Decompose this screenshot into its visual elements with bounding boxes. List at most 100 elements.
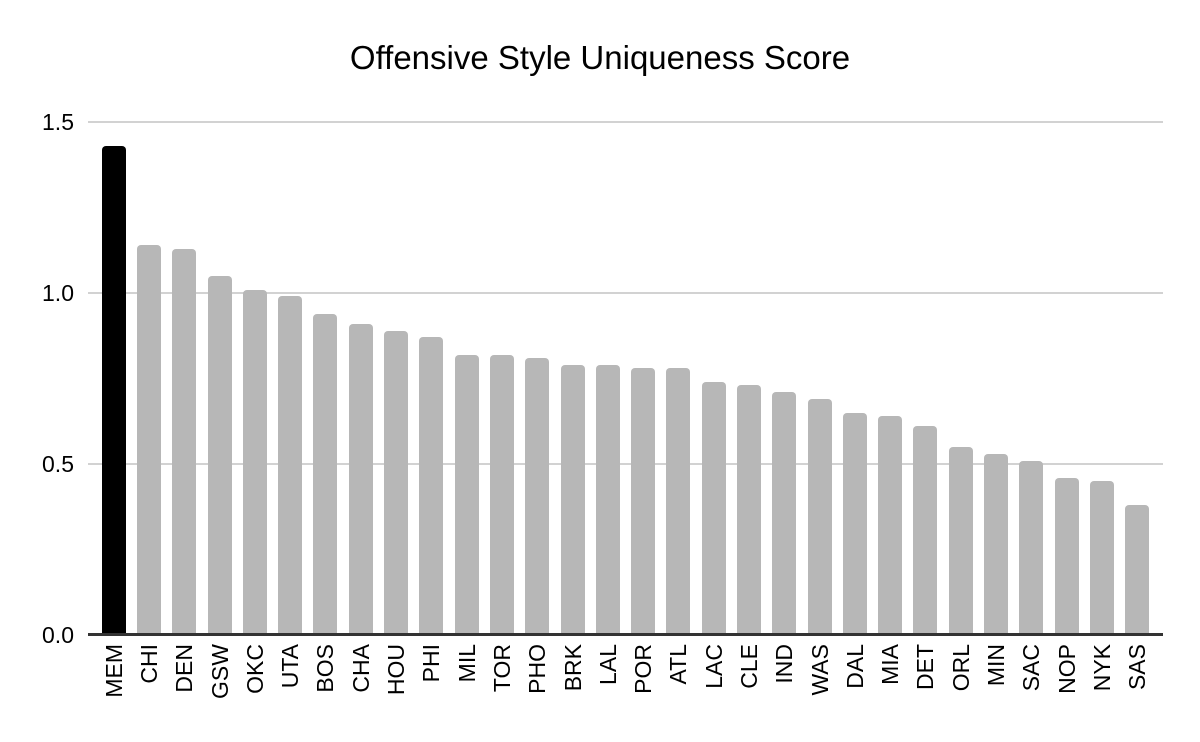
bar-cell-LAL: LAL	[590, 122, 625, 685]
bar-cell-OKC: OKC	[237, 122, 272, 694]
bar-cell-SAC: SAC	[1014, 122, 1049, 691]
x-tick-label-WAS: WAS	[806, 644, 833, 696]
bar-cell-MEM: MEM	[96, 122, 131, 698]
bar-cell-LAC: LAC	[696, 122, 731, 689]
x-tick-label-GSW: GSW	[206, 644, 233, 699]
bar-cell-CHI: CHI	[131, 122, 166, 684]
plot-area: MEM CHI DEN GSW OKC UTA BOS CHA HOU PHI MIL TOR PHO B…	[88, 121, 1163, 699]
bar-cell-HOU: HOU	[378, 122, 413, 695]
bar-PHI	[419, 337, 444, 635]
bar-cell-CLE: CLE	[731, 122, 766, 689]
x-tick-label-POR: POR	[630, 644, 657, 694]
x-tick-label-MIA: MIA	[877, 644, 904, 685]
x-tick-label-MEM: MEM	[100, 644, 127, 698]
bar-cell-DET: DET	[908, 122, 943, 690]
x-tick-label-NOP: NOP	[1053, 644, 1080, 694]
x-tick-label-TOR: TOR	[488, 644, 515, 693]
bar-NOP	[1054, 477, 1079, 635]
bar-DAL	[842, 412, 867, 635]
bar-OKC	[242, 289, 267, 635]
bar-PHO	[525, 357, 550, 635]
bar-cell-MIL: MIL	[449, 122, 484, 682]
bar-cell-POR: POR	[625, 122, 660, 694]
bar-cell-ORL: ORL	[943, 122, 978, 691]
x-tick-label-HOU: HOU	[383, 644, 410, 696]
bar-MIA	[878, 416, 903, 635]
y-tick-label-1.5: 1.5	[42, 109, 74, 135]
x-tick-label-OKC: OKC	[241, 644, 268, 694]
bar-ATL	[666, 368, 691, 635]
x-tick-label-CHA: CHA	[347, 644, 374, 693]
x-tick-label-ATL: ATL	[665, 644, 692, 685]
bar-WAS	[807, 399, 832, 635]
y-tick-label-1.0: 1.0	[42, 280, 74, 306]
bar-cell-IND: IND	[767, 122, 802, 684]
bar-cell-GSW: GSW	[202, 122, 237, 699]
chart-title: Offensive Style Uniqueness Score	[349, 39, 851, 76]
bar-cell-MIN: MIN	[978, 122, 1013, 686]
bar-cell-PHI: PHI	[414, 122, 449, 682]
x-tick-label-LAL: LAL	[594, 644, 621, 685]
bar-SAS	[1125, 505, 1150, 635]
y-tick-label-0.0: 0.0	[42, 622, 74, 648]
bar-LAC	[701, 381, 726, 635]
bar-ORL	[948, 446, 973, 635]
x-tick-label-DAL: DAL	[841, 644, 868, 689]
bar-TOR	[489, 354, 514, 635]
bar-NYK	[1089, 481, 1114, 635]
gridline-1.0	[88, 292, 1163, 294]
bar-cell-BOS: BOS	[308, 122, 343, 693]
x-tick-label-MIN: MIN	[983, 644, 1010, 687]
bar-cell-DAL: DAL	[837, 122, 872, 689]
gridline-1.5	[88, 121, 1163, 123]
bar-cell-NOP: NOP	[1049, 122, 1084, 694]
x-tick-label-CHI: CHI	[135, 644, 162, 684]
x-tick-label-BOS: BOS	[312, 644, 339, 693]
x-tick-label-BRK: BRK	[559, 644, 586, 692]
bar-CHI	[136, 245, 161, 635]
y-tick-label-0.5: 0.5	[42, 451, 74, 477]
bar-cell-UTA: UTA	[272, 122, 307, 688]
bar-DET	[913, 426, 938, 635]
bar-CLE	[736, 385, 761, 635]
bar-UTA	[278, 296, 303, 635]
bar-cell-NYK: NYK	[1084, 122, 1119, 691]
bar-CHA	[348, 323, 373, 635]
x-tick-label-PHO: PHO	[524, 644, 551, 694]
x-tick-label-CLE: CLE	[735, 644, 762, 689]
bar-cell-TOR: TOR	[484, 122, 519, 692]
x-tick-label-PHI: PHI	[418, 644, 445, 683]
bar-MIL	[454, 354, 479, 635]
bar-cell-WAS: WAS	[802, 122, 837, 696]
bar-cell-ATL: ATL	[661, 122, 696, 684]
x-tick-label-UTA: UTA	[277, 644, 304, 689]
bar-series: MEM CHI DEN GSW OKC UTA BOS CHA HOU PHI MIL TOR PHO B…	[88, 122, 1163, 699]
bar-cell-MIA: MIA	[873, 122, 908, 685]
x-tick-label-DEN: DEN	[171, 644, 198, 693]
x-tick-label-SAC: SAC	[1018, 644, 1045, 692]
bar-MEM	[101, 145, 126, 635]
x-tick-label-SAS: SAS	[1124, 644, 1151, 691]
bar-HOU	[384, 330, 409, 635]
bar-cell-DEN: DEN	[167, 122, 202, 693]
x-tick-label-MIL: MIL	[453, 644, 480, 683]
x-tick-label-ORL: ORL	[947, 644, 974, 692]
bar-cell-SAS: SAS	[1120, 122, 1155, 690]
x-tick-label-LAC: LAC	[700, 644, 727, 689]
bar-cell-BRK: BRK	[555, 122, 590, 691]
bar-cell-PHO: PHO	[520, 122, 555, 694]
x-tick-label-IND: IND	[771, 644, 798, 684]
bar-GSW	[207, 275, 232, 635]
bar-BRK	[560, 364, 585, 635]
bar-cell-CHA: CHA	[343, 122, 378, 693]
bar-DEN	[172, 248, 197, 635]
x-axis-line	[88, 633, 1163, 636]
gridline-0.5	[88, 463, 1163, 465]
x-tick-label-NYK: NYK	[1088, 644, 1115, 692]
bar-SAC	[1019, 460, 1044, 635]
bar-POR	[631, 368, 656, 635]
bar-BOS	[313, 313, 338, 635]
bar-IND	[772, 392, 797, 635]
x-tick-label-DET: DET	[912, 644, 939, 690]
